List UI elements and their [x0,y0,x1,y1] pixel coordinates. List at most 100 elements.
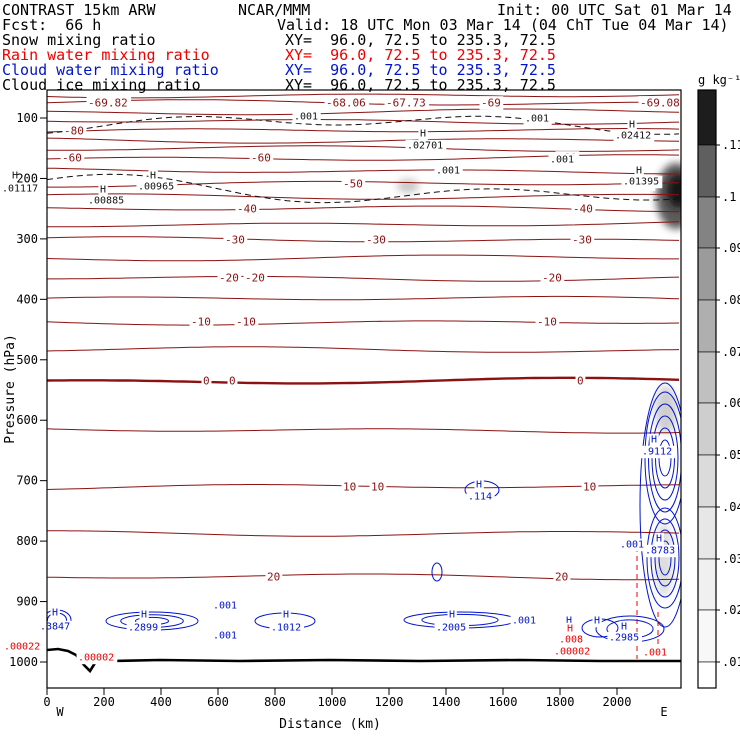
svg-text:-69: -69 [481,97,501,110]
svg-text:.001: .001 [213,601,237,612]
svg-text:H: H [283,610,289,621]
svg-text:.3847: .3847 [40,622,70,633]
svg-text:.2899: .2899 [128,623,158,634]
svg-text:-10: -10 [537,316,557,329]
svg-text:.2005: .2005 [436,623,466,634]
svg-text:1000: 1000 [318,695,347,709]
svg-text:H: H [52,608,58,619]
svg-text:.08: .08 [722,293,740,307]
svg-text:20: 20 [555,571,568,584]
svg-text:H: H [100,185,106,196]
svg-text:.00022: .00022 [4,642,40,653]
svg-text:.001: .001 [213,631,237,642]
svg-text:400: 400 [16,292,38,306]
svg-text:.11: .11 [722,138,740,152]
svg-text:0: 0 [43,695,50,709]
svg-text:H: H [594,616,600,627]
svg-text:1400: 1400 [432,695,461,709]
svg-text:10: 10 [343,481,356,494]
svg-text:-30: -30 [366,234,386,247]
svg-text:-67.73: -67.73 [386,97,426,110]
svg-text:H: H [566,616,572,627]
legend-cloud-ice-xy: XY= 96.0, 72.5 to 235.3, 72.5 [285,76,556,94]
model-name: CONTRAST 15km ARW [2,1,156,19]
svg-text:.04: .04 [722,500,740,514]
colorbar-units-label: g kg⁻¹ [698,73,740,87]
svg-text:400: 400 [150,695,172,709]
svg-text:1000: 1000 [9,655,38,669]
legend-cloud-ice-label: Cloud ice mixing ratio [2,76,201,94]
legend-rain-label: Rain water mixing ratio [2,46,210,64]
svg-text:.05: .05 [722,448,740,462]
valid-time: Valid: 18 UTC Mon 03 Mar 14 (04 ChT Tue … [277,16,729,34]
svg-text:20: 20 [267,571,280,584]
svg-text:-50: -50 [343,178,363,191]
svg-text:.9112: .9112 [642,447,672,458]
svg-text:.001: .001 [512,616,536,627]
svg-text:.1012: .1012 [271,623,301,634]
legend-cloud-water-label: Cloud water mixing ratio [2,61,219,79]
svg-text:H: H [150,171,156,182]
svg-text:-69.82: -69.82 [88,97,128,110]
svg-text:-30: -30 [572,234,592,247]
svg-text:.114: .114 [468,492,492,503]
svg-text:.2985: .2985 [609,633,639,644]
svg-text:500: 500 [16,353,38,367]
svg-text:.1: .1 [722,190,736,204]
center-name: NCAR/MMM [238,1,311,19]
svg-text:.001: .001 [620,540,644,551]
svg-text:600: 600 [207,695,229,709]
svg-text:.01117: .01117 [2,184,38,195]
svg-text:.06: .06 [722,396,740,410]
cloud-water-contours [47,382,681,643]
svg-text:-20: -20 [219,272,239,285]
svg-text:10: 10 [371,481,384,494]
svg-text:.02412: .02412 [615,131,651,142]
svg-text:-80: -80 [64,125,84,138]
svg-text:H: H [420,129,426,140]
svg-text:-40: -40 [237,203,257,216]
svg-text:H: H [651,435,657,446]
svg-text:-69.08: -69.08 [640,97,680,110]
svg-text:-30: -30 [225,234,245,247]
east-end-label: E [660,705,667,719]
svg-text:H: H [12,171,18,182]
svg-text:.00885: .00885 [88,196,124,207]
svg-text:-10: -10 [236,316,256,329]
svg-text:0: 0 [229,375,236,388]
legend-snow-label: Snow mixing ratio [2,31,156,49]
init-time: Init: 00 UTC Sat 01 Mar 14 [497,1,732,19]
svg-text:0: 0 [577,375,584,388]
temperature-contours [47,93,680,581]
svg-text:800: 800 [16,534,38,548]
svg-text:H: H [656,534,662,545]
svg-text:200: 200 [93,695,115,709]
svg-text:-20: -20 [542,272,562,285]
x-axis-title: Distance (km) [279,717,381,732]
legend-rain-xy: XY= 96.0, 72.5 to 235.3, 72.5 [285,46,556,64]
svg-text:-60: -60 [62,152,82,165]
svg-text:300: 300 [16,232,38,246]
svg-text:-60: -60 [251,152,271,165]
west-end-label: W [56,705,64,719]
svg-text:.02: .02 [722,603,740,617]
svg-text:700: 700 [16,474,38,488]
svg-text:900: 900 [16,595,38,609]
y-axis-title: Pressure (hPa) [3,334,18,444]
svg-text:-68.06: -68.06 [326,97,366,110]
svg-text:.001: .001 [436,166,460,177]
svg-text:-40: -40 [573,203,593,216]
svg-text:.03: .03 [722,552,740,566]
svg-text:.001: .001 [525,114,549,125]
svg-text:800: 800 [264,695,286,709]
svg-text:.00965: .00965 [138,182,174,193]
svg-text:.8783: .8783 [645,546,675,557]
legend-cloud-water-xy: XY= 96.0, 72.5 to 235.3, 72.5 [285,61,556,79]
svg-text:.07: .07 [722,345,740,359]
svg-text:H: H [476,480,482,491]
svg-text:H: H [629,120,635,131]
svg-text:2000: 2000 [603,695,632,709]
forecast-hour: Fcst: 66 h [2,16,102,34]
svg-text:200: 200 [16,171,38,185]
